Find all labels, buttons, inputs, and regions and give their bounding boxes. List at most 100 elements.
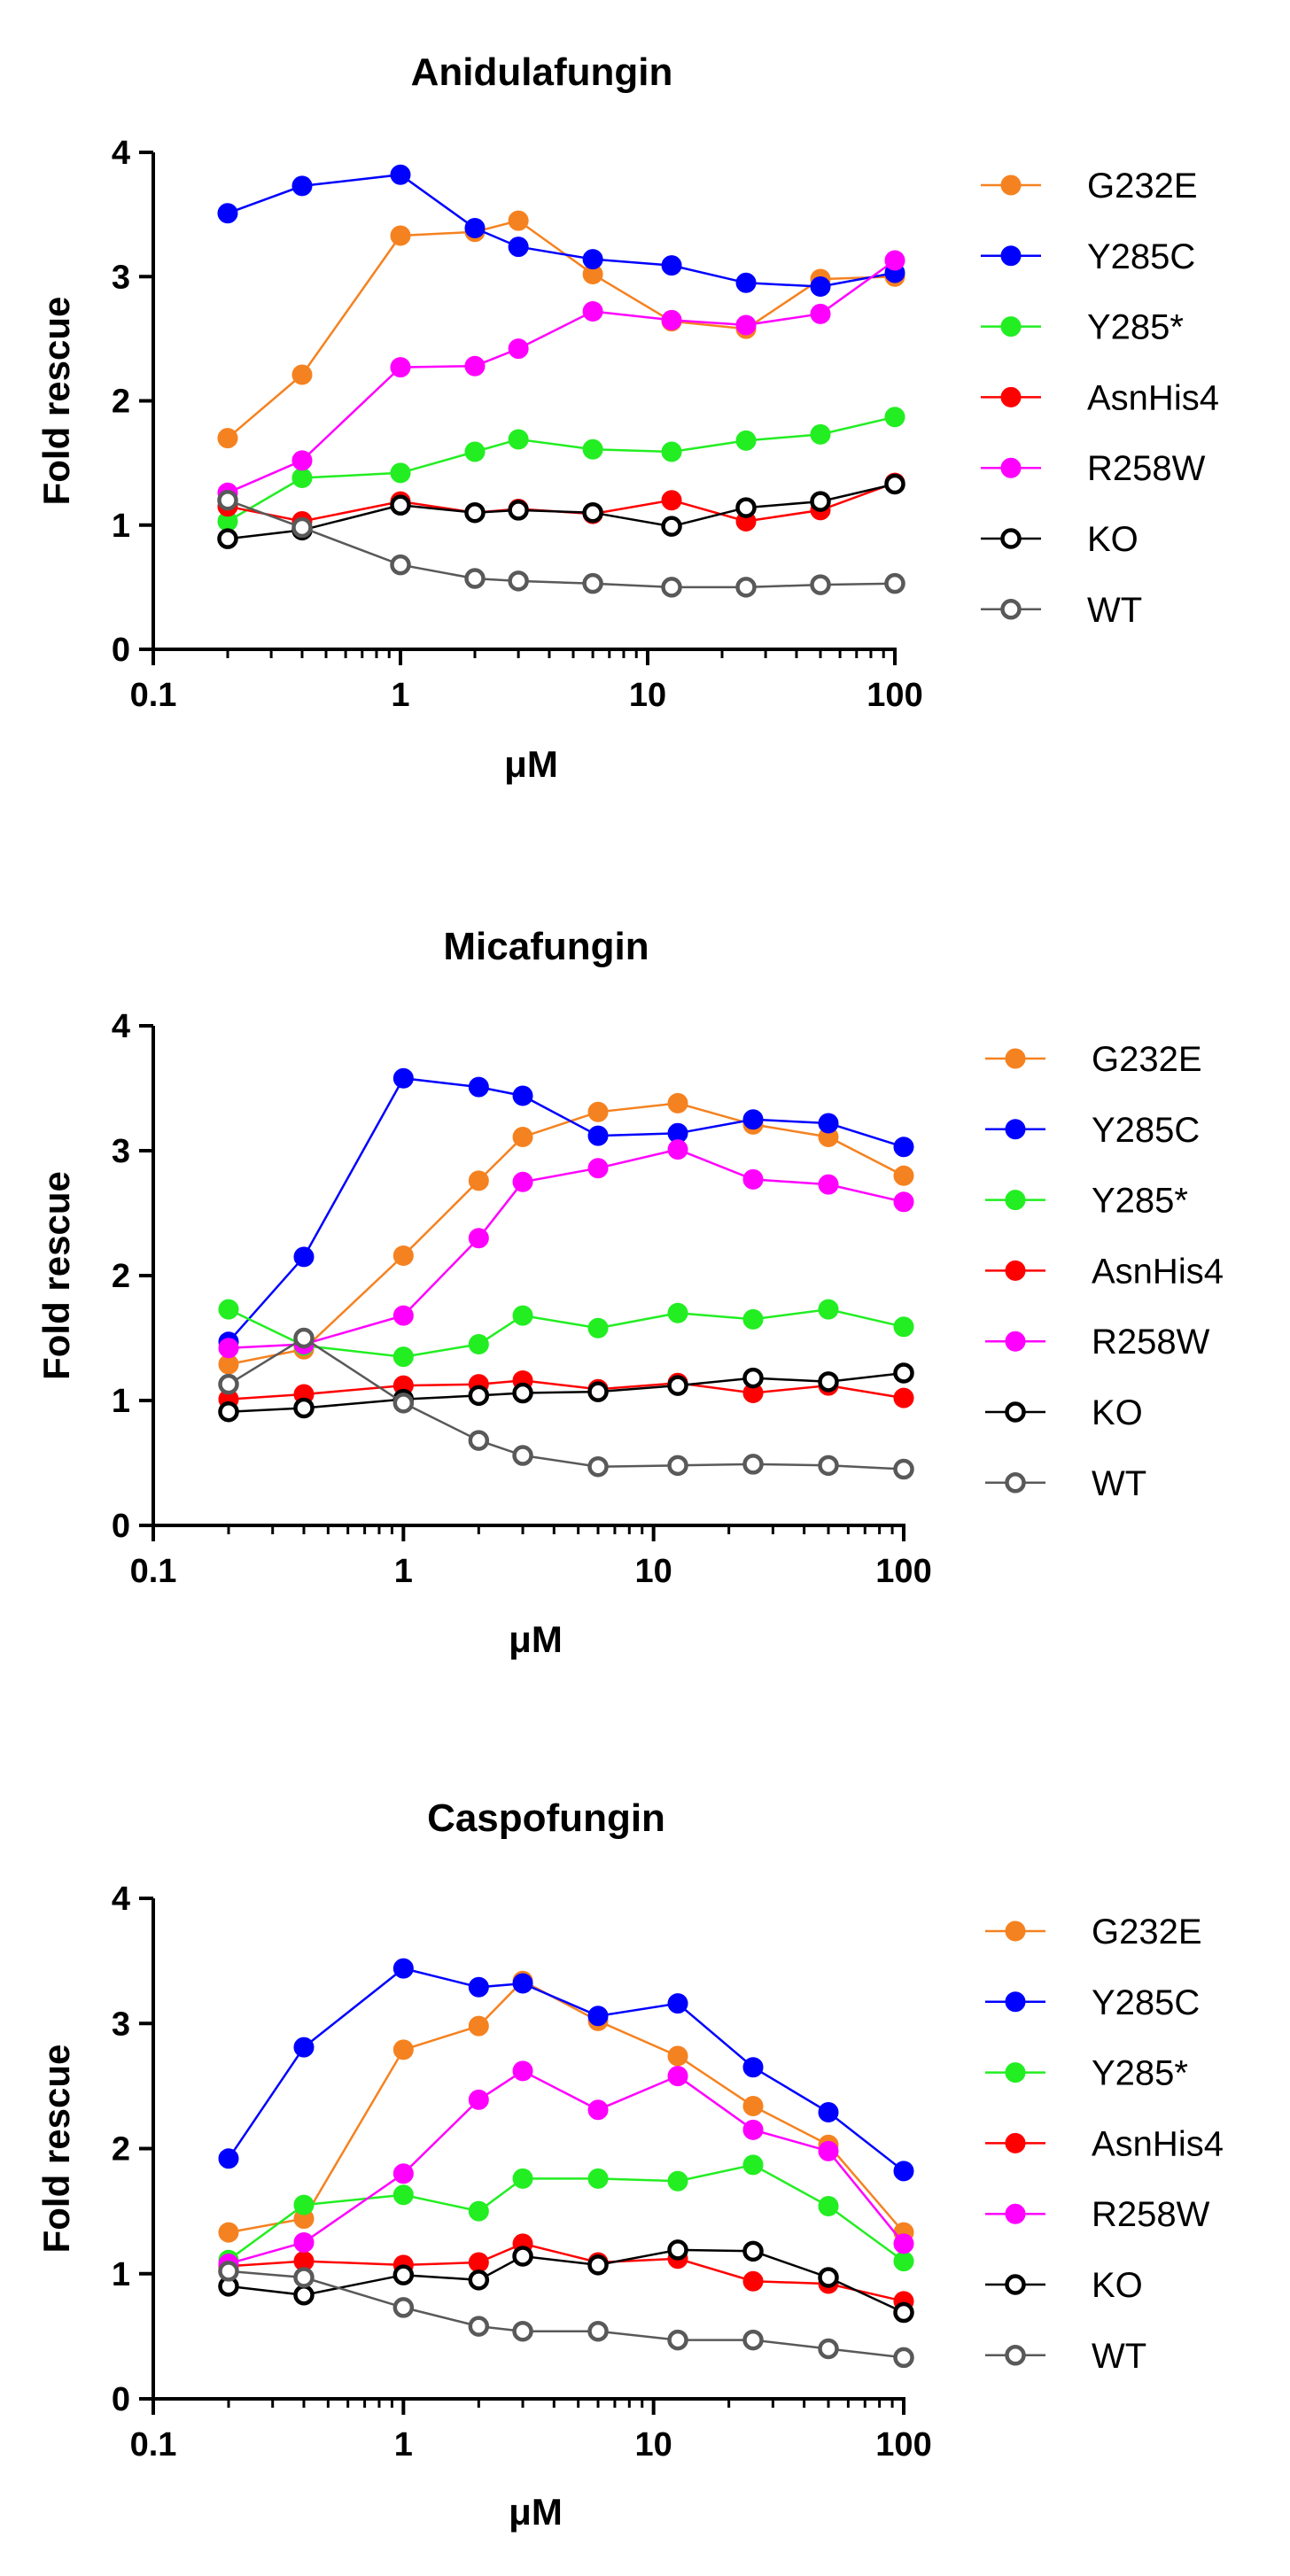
data-point	[667, 2170, 688, 2192]
legend-marker	[1000, 599, 1022, 620]
legend-label: KO	[1092, 1393, 1143, 1432]
data-point	[810, 574, 831, 595]
data-point	[293, 2231, 315, 2253]
data-point	[742, 1367, 764, 1389]
data-point	[390, 462, 411, 484]
legend-marker	[1005, 1991, 1026, 2013]
y-tick-label: 4	[112, 135, 130, 172]
data-point	[468, 1976, 489, 1998]
data-point	[390, 164, 411, 185]
data-point	[464, 441, 486, 462]
data-point	[390, 554, 411, 576]
data-point	[667, 1455, 688, 1477]
series-Y285C	[218, 1958, 914, 2182]
data-point	[218, 1299, 239, 1320]
data-point	[742, 1109, 764, 1130]
x-tick-label: 1	[394, 1553, 413, 1590]
legend-label: KO	[1087, 520, 1138, 559]
data-point	[468, 1385, 490, 1407]
data-point	[217, 203, 238, 224]
data-point	[735, 497, 757, 518]
legend-marker	[1005, 1472, 1026, 1494]
data-point	[667, 2045, 688, 2067]
data-point	[512, 2246, 533, 2267]
legend-marker	[1005, 1920, 1026, 1942]
series-WT	[218, 1327, 914, 1480]
series-line	[228, 1076, 905, 1343]
data-point	[667, 1993, 688, 2014]
data-point	[742, 2329, 764, 2351]
chart-title: Anidulafungin	[411, 50, 673, 94]
data-point	[468, 1076, 489, 1098]
data-point	[893, 1165, 914, 1186]
series-line	[228, 2163, 905, 2262]
y-tick-label: 0	[112, 2381, 130, 2418]
series-line	[228, 2069, 905, 2265]
data-point	[508, 570, 529, 592]
data-point	[810, 303, 831, 324]
x-tick-label: 100	[866, 677, 922, 714]
legend-marker	[1000, 245, 1022, 267]
data-point	[508, 429, 529, 450]
data-point	[217, 489, 238, 511]
data-point	[291, 364, 313, 385]
data-point	[661, 309, 682, 330]
legend-label: AsnHis4	[1087, 378, 1219, 417]
legend-label: G232E	[1092, 1913, 1202, 1951]
data-point	[587, 2168, 609, 2189]
legend-label: R258W	[1087, 449, 1206, 488]
series-line	[227, 483, 896, 540]
data-point	[742, 2119, 764, 2140]
data-point	[893, 1191, 914, 1213]
data-point	[818, 1455, 839, 1477]
data-point	[468, 2089, 489, 2110]
series-Y285*	[217, 407, 905, 532]
data-point	[392, 1305, 414, 1326]
series-KO	[218, 1362, 914, 1423]
legend-marker	[1000, 386, 1022, 407]
y-tick-label: 4	[112, 1008, 130, 1045]
data-point	[742, 2095, 764, 2116]
data-point	[742, 2057, 764, 2078]
series-line	[228, 1379, 905, 1401]
data-point	[293, 2037, 315, 2058]
data-point	[508, 210, 529, 231]
data-point	[587, 1125, 609, 1146]
data-point	[291, 516, 313, 539]
data-point	[893, 2161, 914, 2182]
data-point	[893, 2233, 914, 2254]
series-Y285*	[218, 1299, 914, 1368]
series-line	[227, 415, 896, 523]
data-point	[884, 407, 905, 428]
data-point	[893, 1387, 914, 1408]
data-point	[735, 430, 757, 451]
data-point	[667, 2239, 688, 2261]
legend-label: Y285C	[1092, 1983, 1200, 2022]
y-axis-label: Fold rescue	[35, 297, 77, 506]
data-point	[661, 441, 682, 462]
data-point	[582, 572, 603, 594]
data-point	[587, 1455, 609, 1478]
data-point	[218, 2222, 239, 2243]
data-point	[587, 2006, 609, 2027]
data-point	[512, 1085, 533, 1106]
series-line	[228, 1337, 905, 1470]
series-AsnHis4	[218, 1369, 914, 1410]
series-WT	[217, 489, 905, 598]
data-point	[667, 1092, 688, 1113]
data-point	[508, 237, 529, 258]
legend-label: R258W	[1092, 1323, 1210, 1362]
data-point	[392, 2163, 414, 2184]
data-point	[587, 1381, 609, 1402]
data-point	[582, 301, 603, 322]
data-point	[742, 1454, 764, 1475]
series-Y285C	[218, 1067, 914, 1353]
data-point	[661, 516, 682, 537]
legend-marker	[1000, 457, 1022, 478]
data-point	[742, 2154, 764, 2176]
data-point	[293, 2194, 315, 2215]
series-Y285C	[217, 164, 905, 297]
data-point	[667, 1302, 688, 1323]
data-point	[512, 2168, 533, 2189]
series-R258W	[217, 250, 905, 503]
